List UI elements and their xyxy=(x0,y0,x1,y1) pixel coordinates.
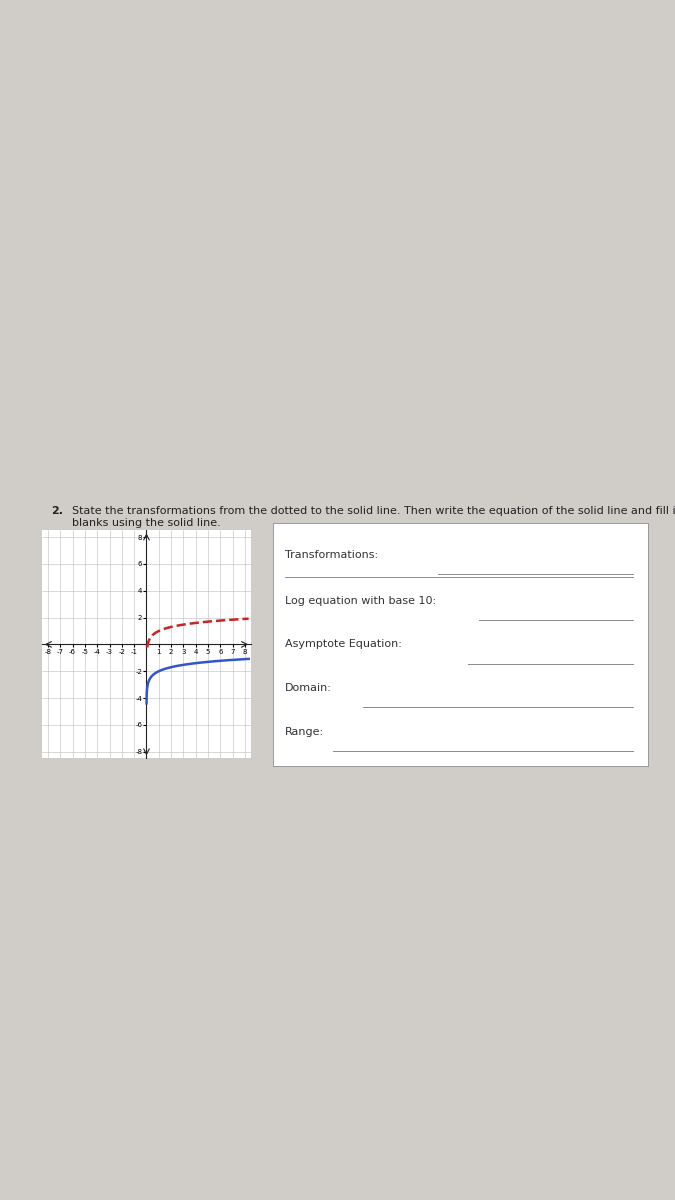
Text: 2.: 2. xyxy=(51,506,63,516)
Text: Range:: Range: xyxy=(285,727,324,737)
Text: Asymptote Equation:: Asymptote Equation: xyxy=(285,640,402,649)
Text: Domain:: Domain: xyxy=(285,683,331,694)
Text: Log equation with base 10:: Log equation with base 10: xyxy=(285,595,436,606)
Text: Transformations:: Transformations: xyxy=(285,550,378,559)
Text: State the transformations from the dotted to the solid line. Then write the equa: State the transformations from the dotte… xyxy=(72,506,675,528)
